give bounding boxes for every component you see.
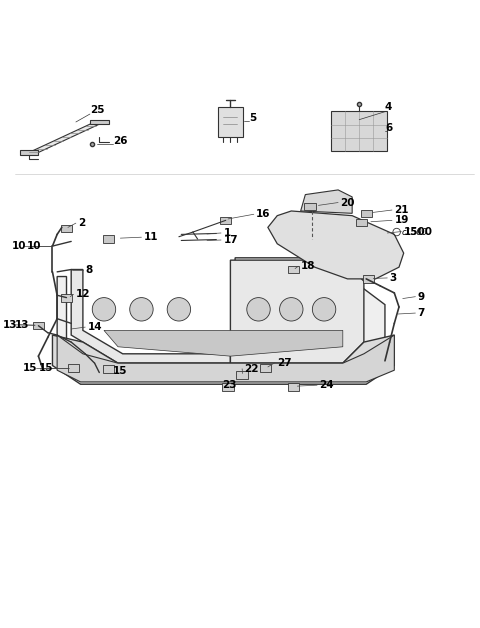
Polygon shape	[235, 258, 385, 379]
Bar	[288, 382, 299, 391]
Text: 6: 6	[385, 123, 392, 133]
Text: 12: 12	[76, 290, 90, 300]
Bar	[103, 365, 114, 373]
Bar	[363, 275, 374, 283]
Text: 8: 8	[85, 265, 93, 275]
Bar	[217, 107, 243, 137]
Text: 24: 24	[319, 380, 334, 390]
Text: 1: 1	[223, 228, 230, 238]
Text: 15: 15	[38, 363, 53, 373]
Text: 26: 26	[113, 136, 128, 146]
Circle shape	[130, 298, 153, 321]
Polygon shape	[268, 211, 404, 279]
Polygon shape	[20, 150, 38, 154]
Bar	[304, 203, 316, 210]
Polygon shape	[90, 120, 108, 124]
Polygon shape	[67, 342, 385, 379]
Bar	[360, 210, 372, 217]
Text: 25: 25	[90, 105, 105, 115]
Bar	[61, 225, 72, 232]
Bar	[68, 364, 79, 372]
Text: 3: 3	[390, 273, 397, 283]
Text: 9: 9	[418, 291, 425, 301]
Bar	[237, 371, 248, 379]
Text: 20: 20	[340, 198, 355, 207]
Text: 15: 15	[23, 363, 37, 373]
Text: c1500: c1500	[402, 227, 428, 237]
Text: 15: 15	[112, 366, 127, 376]
Text: 13: 13	[3, 320, 17, 330]
Polygon shape	[300, 190, 352, 214]
Bar	[331, 111, 387, 151]
Polygon shape	[29, 122, 104, 153]
Circle shape	[279, 298, 303, 321]
Text: 4: 4	[385, 102, 392, 112]
Circle shape	[312, 298, 336, 321]
Bar	[103, 236, 114, 243]
Bar	[61, 294, 72, 301]
Text: 5: 5	[249, 113, 256, 123]
Circle shape	[92, 298, 116, 321]
Text: 16: 16	[256, 209, 271, 219]
Text: 7: 7	[418, 308, 425, 318]
Text: 18: 18	[300, 261, 315, 271]
Circle shape	[247, 298, 270, 321]
Polygon shape	[57, 335, 394, 382]
Text: 10: 10	[27, 241, 41, 251]
Text: 27: 27	[277, 358, 292, 368]
Text: 23: 23	[222, 380, 237, 390]
Polygon shape	[71, 269, 230, 363]
Bar	[260, 364, 271, 372]
Polygon shape	[52, 335, 394, 384]
Circle shape	[167, 298, 191, 321]
Text: 2: 2	[78, 218, 85, 228]
Polygon shape	[104, 330, 343, 356]
Bar	[33, 322, 44, 330]
Text: 1500: 1500	[404, 227, 432, 237]
Text: 19: 19	[394, 215, 408, 225]
Bar	[220, 217, 231, 224]
Text: 21: 21	[394, 205, 409, 215]
Bar	[356, 219, 367, 227]
Text: 17: 17	[223, 235, 238, 245]
Bar	[288, 266, 299, 273]
Polygon shape	[57, 276, 235, 379]
Polygon shape	[230, 260, 364, 363]
Text: 14: 14	[87, 322, 102, 332]
Text: 13: 13	[15, 320, 29, 330]
Text: 10: 10	[12, 241, 27, 251]
Text: 11: 11	[144, 232, 158, 242]
Text: 22: 22	[244, 364, 259, 374]
Bar	[222, 382, 234, 391]
